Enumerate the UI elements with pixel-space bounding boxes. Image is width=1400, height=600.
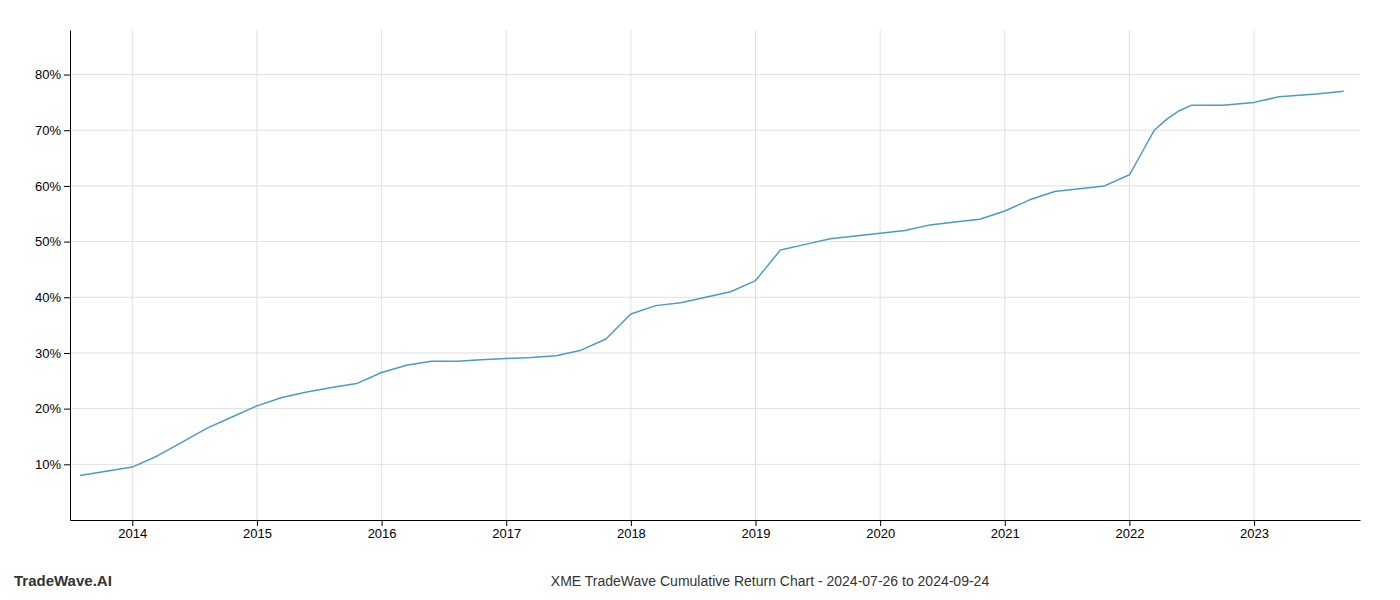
x-tick-mark: [1129, 520, 1130, 526]
grid-line-y: [70, 130, 1360, 131]
x-axis-line: [71, 520, 1361, 521]
y-tick: 30%: [35, 346, 70, 361]
x-tick-mark: [756, 520, 757, 526]
x-tick: 2023: [1240, 520, 1269, 541]
y-tick: 20%: [35, 401, 70, 416]
grid-line-y: [70, 408, 1360, 409]
x-tick: 2017: [492, 520, 521, 541]
y-tick-mark: [64, 297, 70, 298]
chart: 2014 2015 2016 2017 2018 2019 2020 2021 2022 2023…: [0, 0, 1400, 600]
grid-line-x: [755, 30, 756, 520]
x-tick-mark: [382, 520, 383, 526]
x-tick-mark: [257, 520, 258, 526]
x-tick-label: 2023: [1240, 526, 1269, 541]
x-tick-label: 2022: [1115, 526, 1144, 541]
x-tick-label: 2021: [991, 526, 1020, 541]
annotation: TradeWave.AI: [14, 572, 112, 589]
x-tick-mark: [132, 520, 133, 526]
x-tick: 2015: [243, 520, 272, 541]
grid-line-y: [70, 297, 1360, 298]
grid-line-y: [70, 352, 1360, 353]
x-tick: 2020: [866, 520, 895, 541]
y-tick-label: 20%: [35, 401, 61, 416]
y-tick: 50%: [35, 234, 70, 249]
grid-line-x: [1004, 30, 1005, 520]
grid-line-x: [256, 30, 257, 520]
x-tick-mark: [880, 520, 881, 526]
grid-line-x: [630, 30, 631, 520]
y-tick: 10%: [35, 457, 70, 472]
y-tick-mark: [64, 242, 70, 243]
x-tick: 2018: [617, 520, 646, 541]
title: XME TradeWave Cumulative Return Chart - …: [551, 573, 990, 589]
y-tick-mark: [64, 353, 70, 354]
y-tick-label: 10%: [35, 457, 61, 472]
grid-line-y: [70, 464, 1360, 465]
plot: 2014 2015 2016 2017 2018 2019 2020 2021 2022 2023…: [35, 30, 1361, 541]
y-tick-label: 50%: [35, 234, 61, 249]
y-tick: 60%: [35, 179, 70, 194]
x-tick-label: 2018: [617, 526, 646, 541]
y-tick-mark: [64, 409, 70, 410]
x-tick-label: 2016: [368, 526, 397, 541]
x-tick: 2022: [1115, 520, 1144, 541]
y-tick: 80%: [35, 67, 70, 82]
x-tick-label: 2019: [742, 526, 771, 541]
grid-line-x: [132, 30, 133, 520]
grid-line-x: [381, 30, 382, 520]
x-tick: 2014: [118, 520, 147, 541]
y-tick-label: 30%: [35, 346, 61, 361]
grid-line-y: [70, 241, 1360, 242]
x-axis: 2014 2015 2016 2017 2018 2019 2020 2021 2022 2023: [71, 520, 1361, 541]
x-tick-label: 2015: [243, 526, 272, 541]
y-tick-mark: [64, 130, 70, 131]
y-tick-label: 70%: [35, 123, 61, 138]
x-tick-mark: [1254, 520, 1255, 526]
x-tick-label: 2020: [866, 526, 895, 541]
y-tick-label: 60%: [35, 179, 61, 194]
x-tick: 2016: [368, 520, 397, 541]
y-tick: 40%: [35, 290, 70, 305]
grid-line-y: [70, 185, 1360, 186]
marks: [80, 91, 1344, 475]
x-tick: 2021: [991, 520, 1020, 541]
x-tick-label: 2017: [492, 526, 521, 541]
y-axis-line: [70, 31, 71, 521]
y-tick-label: 40%: [35, 290, 61, 305]
grid-line-x: [1129, 30, 1130, 520]
y-tick-mark: [64, 186, 70, 187]
line: [80, 91, 1344, 475]
grid-line-x: [1254, 30, 1255, 520]
background: [0, 0, 1400, 600]
x-tick-mark: [1005, 520, 1006, 526]
x-tick: 2019: [742, 520, 771, 541]
grid: [70, 30, 1360, 520]
x-tick-mark: [506, 520, 507, 526]
grid-line-x: [880, 30, 881, 520]
x-tick-mark: [631, 520, 632, 526]
y-tick-mark: [64, 464, 70, 465]
y-tick-label: 80%: [35, 67, 61, 82]
y-axis: 10% 20% 30% 40% 50% 60% 70% 80%: [35, 31, 71, 521]
grid-line-x: [506, 30, 507, 520]
grid-line-y: [70, 74, 1360, 75]
x-tick-label: 2014: [118, 526, 147, 541]
y-tick: 70%: [35, 123, 70, 138]
y-tick-mark: [64, 75, 70, 76]
